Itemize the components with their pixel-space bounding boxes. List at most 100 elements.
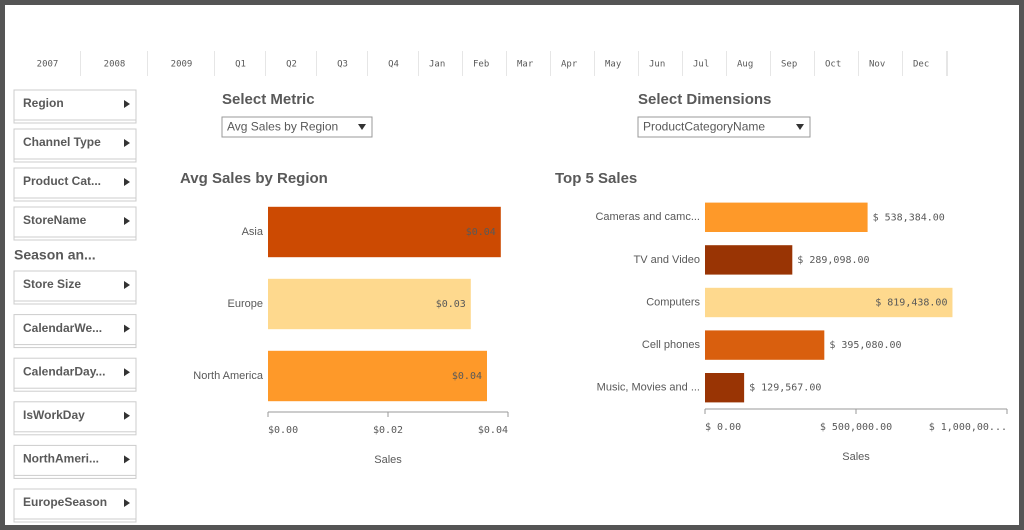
x-tick-label: $0.04 bbox=[478, 425, 508, 436]
filter-label: Product Cat... bbox=[23, 174, 101, 188]
metric-dropdown[interactable] bbox=[221, 116, 373, 138]
timeline-cell[interactable] bbox=[266, 51, 317, 76]
filter-box[interactable] bbox=[13, 401, 137, 433]
timeline-cell[interactable] bbox=[595, 51, 639, 76]
value-label: $ 395,080.00 bbox=[829, 340, 901, 351]
filter-box[interactable] bbox=[13, 357, 137, 389]
timeline-cell[interactable] bbox=[727, 51, 771, 76]
filter-label: StoreName bbox=[23, 213, 87, 227]
value-label: $ 129,567.00 bbox=[749, 383, 821, 394]
x-tick-label: $ 1,000,00... bbox=[929, 422, 1007, 433]
filter-box[interactable] bbox=[13, 444, 137, 476]
timeline-label: 2008 bbox=[104, 60, 126, 70]
filter-label: IsWorkDay bbox=[23, 408, 85, 422]
filter-box[interactable] bbox=[13, 314, 137, 346]
timeline-cell[interactable] bbox=[81, 51, 148, 76]
filter-box[interactable] bbox=[13, 167, 137, 199]
timeline-cell[interactable] bbox=[148, 51, 215, 76]
filter-label: CalendarDay... bbox=[23, 364, 105, 378]
timeline-label: Q2 bbox=[286, 60, 297, 70]
dimension-label: Select Dimensions bbox=[638, 91, 771, 108]
timeline-label: Q4 bbox=[388, 60, 399, 70]
timeline-label: Sep bbox=[781, 60, 797, 70]
filter-arrow bbox=[124, 455, 130, 464]
timeline-label: Q3 bbox=[337, 60, 348, 70]
category-label: TV and Video bbox=[634, 254, 700, 266]
timeline-cell[interactable] bbox=[14, 51, 81, 76]
timeline-cell[interactable] bbox=[551, 51, 595, 76]
metric-value: Avg Sales by Region bbox=[227, 120, 338, 134]
bar bbox=[705, 287, 953, 318]
filter-label: CalendarWe... bbox=[23, 321, 102, 335]
timeline-cell[interactable] bbox=[419, 51, 463, 76]
chart-title: Avg Sales by Region bbox=[180, 170, 328, 187]
timeline-label: Oct bbox=[825, 60, 841, 70]
timeline-cell[interactable] bbox=[771, 51, 815, 76]
filter-box[interactable] bbox=[13, 128, 137, 160]
filter-box[interactable] bbox=[13, 270, 137, 302]
timeline-cell[interactable] bbox=[815, 51, 859, 76]
filter-arrow bbox=[124, 139, 130, 147]
x-tick-label: $ 500,000.00 bbox=[820, 422, 892, 433]
category-label: Music, Movies and ... bbox=[597, 382, 700, 394]
timeline-label: May bbox=[605, 60, 622, 70]
value-label: $ 538,384.00 bbox=[873, 212, 945, 223]
timeline-label: Nov bbox=[869, 60, 885, 70]
timeline-label: Feb bbox=[473, 60, 489, 70]
chart-title: Top 5 Sales bbox=[555, 170, 637, 187]
filter-label: Channel Type bbox=[23, 135, 101, 149]
value-label: $0.03 bbox=[436, 299, 466, 310]
filter-label: NorthAmeri... bbox=[23, 452, 99, 466]
timeline-label: Jan bbox=[429, 60, 445, 70]
timeline-cell[interactable] bbox=[639, 51, 683, 76]
filter-box[interactable] bbox=[13, 206, 137, 238]
filter-arrow bbox=[124, 411, 130, 420]
timeline-label: Apr bbox=[561, 60, 578, 70]
timeline-label: Aug bbox=[737, 60, 753, 70]
timeline-cell[interactable] bbox=[368, 51, 419, 76]
filter-group-title: Season an... bbox=[14, 247, 96, 263]
value-label: $0.04 bbox=[466, 227, 496, 238]
filter-arrow bbox=[124, 281, 130, 289]
timeline-label: Q1 bbox=[235, 60, 246, 70]
filter-arrow bbox=[124, 178, 130, 186]
timeline-label: 2007 bbox=[37, 60, 59, 70]
value-label: $0.04 bbox=[452, 371, 482, 382]
filter-arrow bbox=[124, 217, 130, 225]
value-label: $ 819,438.00 bbox=[875, 298, 947, 309]
timeline-cell[interactable] bbox=[507, 51, 551, 76]
category-label: Cameras and camc... bbox=[595, 211, 700, 223]
timeline-cell[interactable] bbox=[317, 51, 368, 76]
timeline-cell[interactable] bbox=[859, 51, 903, 76]
category-label: Cell phones bbox=[642, 339, 701, 351]
x-axis-label: Sales bbox=[842, 451, 870, 463]
bar bbox=[268, 206, 501, 258]
filter-box[interactable] bbox=[13, 89, 137, 121]
category-label: Asia bbox=[242, 226, 264, 238]
metric-label: Select Metric bbox=[222, 91, 315, 108]
filter-arrow bbox=[124, 100, 130, 108]
timeline-cell[interactable] bbox=[903, 51, 947, 76]
dimension-dropdown[interactable] bbox=[637, 116, 811, 138]
dimension-value: ProductCategoryName bbox=[643, 120, 765, 134]
timeline-cell[interactable] bbox=[215, 51, 266, 76]
value-label: $ 289,098.00 bbox=[797, 255, 869, 266]
filter-box[interactable] bbox=[13, 488, 137, 520]
filter-arrow bbox=[124, 368, 130, 377]
bar bbox=[705, 330, 825, 360]
category-label: North America bbox=[193, 370, 264, 382]
bar bbox=[705, 202, 868, 232]
filter-label: EuropeSeason bbox=[23, 495, 107, 509]
timeline-cell[interactable] bbox=[463, 51, 507, 76]
x-axis-label: Sales bbox=[374, 454, 402, 466]
timeline-label: Jul bbox=[693, 60, 709, 70]
timeline-label: 2009 bbox=[171, 60, 193, 70]
category-label: Europe bbox=[228, 298, 263, 310]
x-tick-label: $0.02 bbox=[373, 425, 403, 436]
category-label: Computers bbox=[646, 296, 700, 308]
timeline-cell[interactable] bbox=[683, 51, 727, 76]
filter-arrow bbox=[124, 499, 130, 507]
